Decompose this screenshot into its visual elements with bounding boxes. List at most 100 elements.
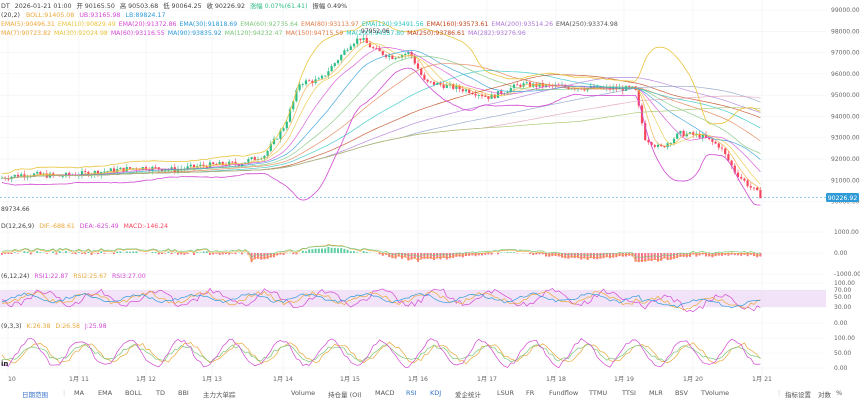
candle-body[interactable] — [170, 167, 173, 170]
candle-body[interactable] — [644, 123, 647, 141]
candle-body[interactable] — [544, 84, 548, 87]
candle-body[interactable] — [292, 101, 295, 110]
candle-body[interactable] — [189, 164, 192, 167]
candle-body[interactable] — [231, 161, 234, 163]
indicator-toggle-ma[interactable]: MA — [74, 389, 85, 397]
candle-body[interactable] — [327, 71, 330, 76]
candle-body[interactable] — [448, 84, 452, 85]
candle-body[interactable] — [516, 84, 519, 86]
candle-body[interactable] — [212, 162, 215, 164]
candle-body[interactable] — [730, 160, 733, 166]
candle-body[interactable] — [23, 174, 26, 177]
candle-body[interactable] — [532, 83, 535, 87]
candle-body[interactable] — [192, 164, 196, 168]
candle-body[interactable] — [669, 143, 672, 144]
candle-body[interactable] — [717, 143, 720, 148]
candle-body[interactable] — [317, 78, 320, 80]
candle-body[interactable] — [426, 79, 429, 82]
candle-body[interactable] — [445, 84, 448, 88]
indicator-toggle-mlr[interactable]: MLR — [649, 389, 663, 397]
indicator-toggle-tvolume[interactable]: TVolume — [701, 389, 730, 397]
candle-body[interactable] — [525, 82, 528, 84]
candle-body[interactable] — [416, 63, 420, 69]
candle-body[interactable] — [103, 171, 106, 173]
indicator-toggle-boll[interactable]: BOLL — [125, 389, 142, 397]
candle-body[interactable] — [404, 53, 407, 55]
candle-body[interactable] — [16, 174, 20, 177]
candle-body[interactable] — [752, 187, 756, 189]
candle-body[interactable] — [672, 138, 676, 144]
candle-body[interactable] — [637, 90, 640, 106]
indicator-toggle-rsi[interactable]: RSI — [406, 389, 417, 397]
candle-body[interactable] — [333, 63, 336, 67]
candle-body[interactable] — [512, 84, 516, 89]
candle-body[interactable] — [375, 48, 378, 49]
candle-body[interactable] — [304, 80, 308, 85]
candle-body[interactable] — [381, 51, 384, 55]
candle-body[interactable] — [96, 171, 100, 175]
candle-body[interactable] — [157, 167, 160, 170]
candle-body[interactable] — [68, 172, 71, 176]
macd-pane[interactable] — [1, 243, 762, 263]
candle-body[interactable] — [400, 54, 404, 58]
candle-body[interactable] — [660, 144, 663, 147]
candle-body[interactable] — [500, 91, 503, 95]
candle-body[interactable] — [324, 75, 327, 77]
candle-body[interactable] — [701, 134, 704, 138]
candle-body[interactable] — [429, 81, 432, 83]
candle-body[interactable] — [439, 82, 442, 85]
candle-body[interactable] — [372, 47, 375, 49]
candle-body[interactable] — [749, 186, 752, 188]
candle-body[interactable] — [215, 163, 218, 165]
candle-body[interactable] — [413, 55, 416, 64]
candle-body[interactable] — [0, 177, 4, 179]
candle-body[interactable] — [154, 166, 157, 168]
candle-body[interactable] — [36, 171, 39, 174]
candle-body[interactable] — [663, 146, 666, 148]
candle-body[interactable] — [679, 130, 682, 134]
candle-body[interactable] — [13, 174, 16, 177]
candle-body[interactable] — [666, 143, 669, 148]
candle-body[interactable] — [708, 137, 711, 140]
candle-body[interactable] — [112, 168, 116, 173]
candle-body[interactable] — [464, 89, 468, 92]
candle-body[interactable] — [311, 80, 314, 84]
candle-body[interactable] — [397, 57, 400, 59]
rsi-pane[interactable] — [0, 287, 826, 312]
candle-body[interactable] — [234, 161, 237, 165]
candle-body[interactable] — [128, 167, 132, 169]
candle-body[interactable] — [244, 162, 247, 164]
candle-body[interactable] — [202, 164, 205, 166]
candle-body[interactable] — [7, 178, 10, 180]
candle-body[interactable] — [759, 190, 762, 199]
candle-body[interactable] — [349, 46, 352, 50]
indicator-settings-button[interactable]: 指标设置 — [785, 391, 811, 399]
candle-body[interactable] — [346, 49, 349, 51]
candle-body[interactable] — [484, 96, 487, 97]
candle-body[interactable] — [272, 138, 276, 144]
candle-body[interactable] — [388, 55, 391, 58]
candle-body[interactable] — [490, 94, 493, 99]
candle-body[interactable] — [330, 66, 333, 72]
candle-body[interactable] — [20, 174, 23, 177]
candle-body[interactable] — [653, 145, 656, 147]
candle-body[interactable] — [368, 43, 372, 48]
candle-body[interactable] — [711, 139, 714, 142]
candle-body[interactable] — [186, 166, 189, 169]
candle-body[interactable] — [743, 178, 746, 181]
candle-body[interactable] — [352, 43, 356, 47]
indicator-toggle-ttmu[interactable]: TTMU — [589, 389, 608, 397]
candle-body[interactable] — [432, 81, 436, 85]
candle-body[interactable] — [80, 171, 84, 176]
candle-body[interactable] — [746, 180, 749, 187]
candle-body[interactable] — [378, 48, 381, 52]
candle-body[interactable] — [106, 171, 109, 172]
candle-body[interactable] — [240, 163, 244, 166]
indicator-toggle-fr[interactable]: FR — [526, 389, 535, 397]
candle-body[interactable] — [487, 96, 490, 99]
candle-body[interactable] — [423, 74, 426, 80]
indicator-toggle-volume[interactable]: Volume — [291, 389, 316, 397]
candle-body[interactable] — [420, 68, 423, 75]
candle-body[interactable] — [442, 84, 445, 88]
